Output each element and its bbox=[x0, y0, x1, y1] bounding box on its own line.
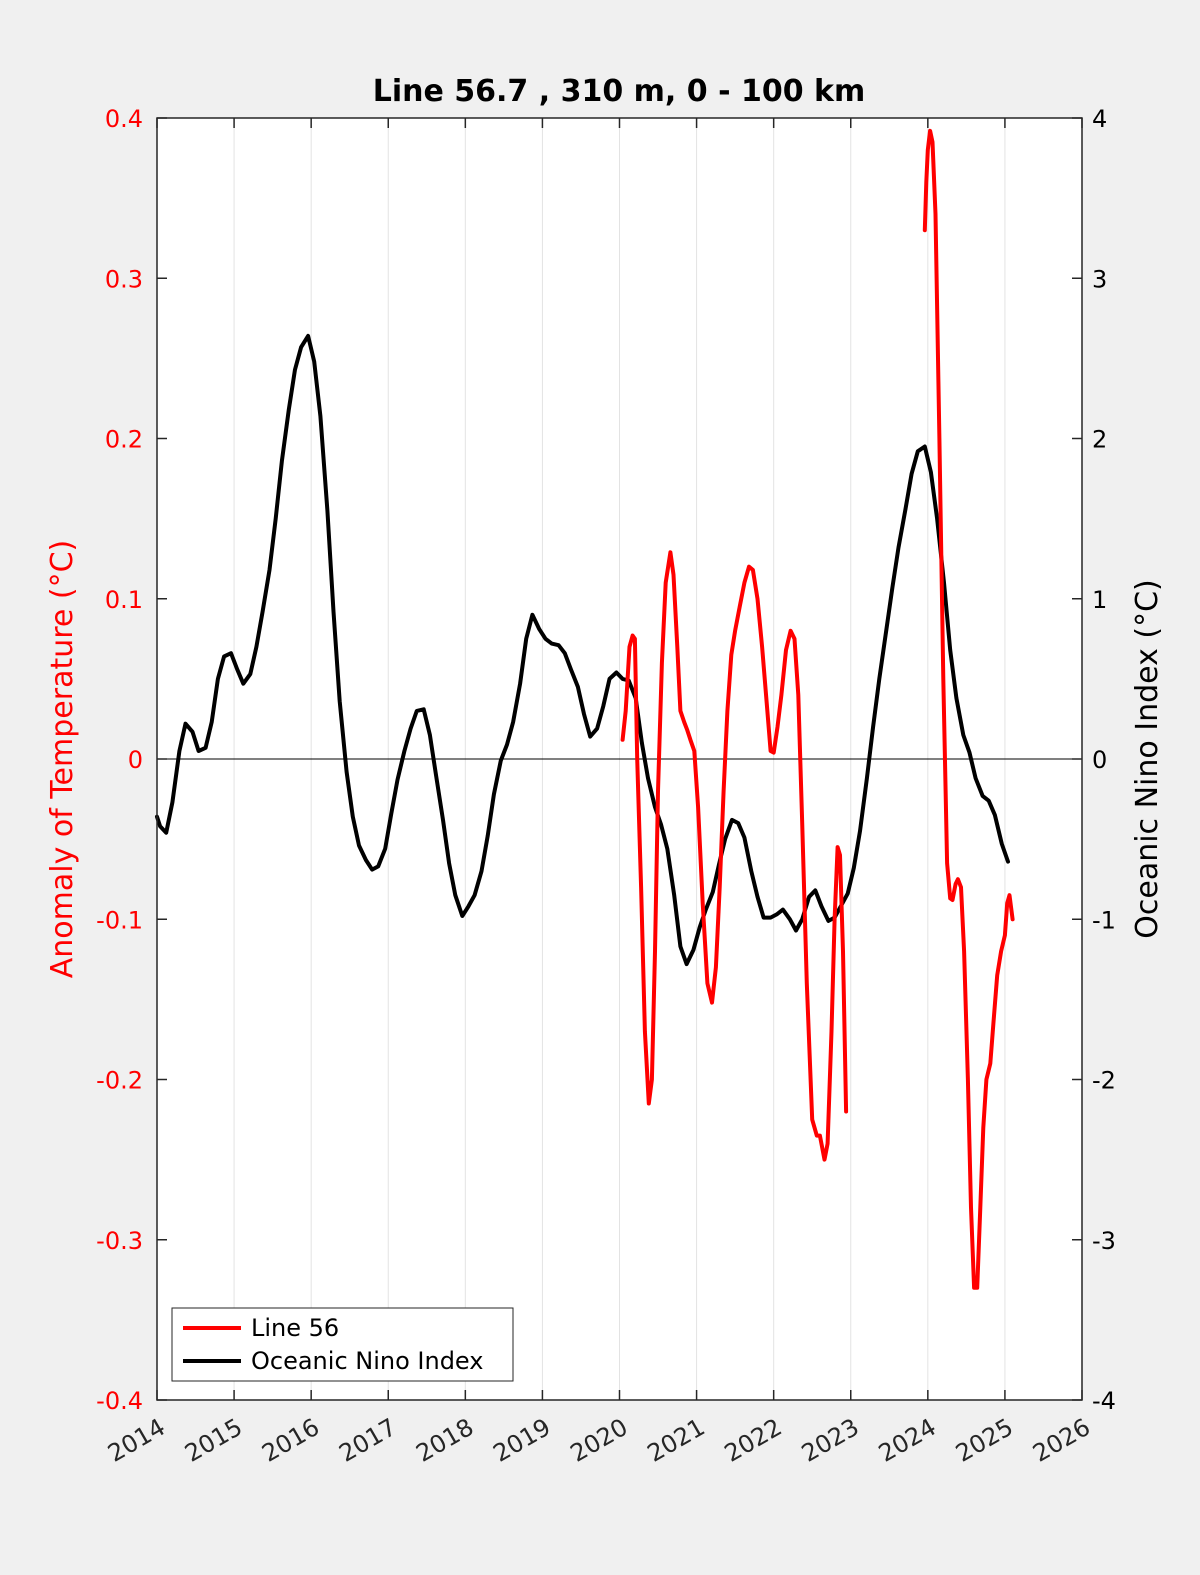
y-tick-label-right: 3 bbox=[1092, 265, 1107, 293]
y-tick-label-right: 2 bbox=[1092, 426, 1107, 454]
legend-box bbox=[171, 1307, 514, 1382]
y-axis-label-left: Anomaly of Temperature (°C) bbox=[45, 540, 80, 979]
y-tick-label-right: 1 bbox=[1092, 586, 1107, 614]
y-tick-label-left: 0.2 bbox=[105, 426, 143, 454]
y-tick-label-left: 0 bbox=[128, 746, 143, 774]
legend-label-oni: Oceanic Nino Index bbox=[251, 1347, 483, 1375]
series-line-oni bbox=[155, 333, 1010, 967]
y-axis-label-right: Oceanic Nino Index (°C) bbox=[1130, 579, 1165, 939]
y-tick-label-right: 4 bbox=[1092, 105, 1107, 133]
y-tick-label-right: -4 bbox=[1092, 1387, 1116, 1415]
y-tick-label-left: 0.4 bbox=[105, 105, 143, 133]
legend-label-line56: Line 56 bbox=[251, 1314, 339, 1342]
series-layer bbox=[155, 128, 1015, 1290]
axis-ticks bbox=[156, 117, 1083, 1401]
y-tick-label-right: -2 bbox=[1092, 1067, 1116, 1095]
legend: Line 56 Oceanic Nino Index bbox=[171, 1307, 514, 1382]
y-tick-label-left: -0.2 bbox=[96, 1067, 143, 1095]
tick-labels: 2014 2015 2016 2017 2018 2019 2020 2021 2022 2023… bbox=[96, 105, 1116, 1468]
y-tick-label-left: -0.4 bbox=[96, 1387, 143, 1415]
y-tick-label-left: -0.3 bbox=[96, 1227, 143, 1255]
y-tick-label-left: -0.1 bbox=[96, 906, 143, 934]
y-tick-label-left: 0.3 bbox=[105, 265, 143, 293]
y-tick-label-right: 0 bbox=[1092, 746, 1107, 774]
series-line-56 bbox=[620, 550, 849, 1162]
y-tick-label-right: -3 bbox=[1092, 1227, 1116, 1255]
y-tick-label-left: 0.1 bbox=[105, 586, 143, 614]
chart-title: Line 56.7 , 310 m, 0 - 100 km bbox=[373, 74, 866, 109]
y-tick-label-right: -1 bbox=[1092, 906, 1116, 934]
series-line-56 bbox=[922, 128, 1015, 1290]
